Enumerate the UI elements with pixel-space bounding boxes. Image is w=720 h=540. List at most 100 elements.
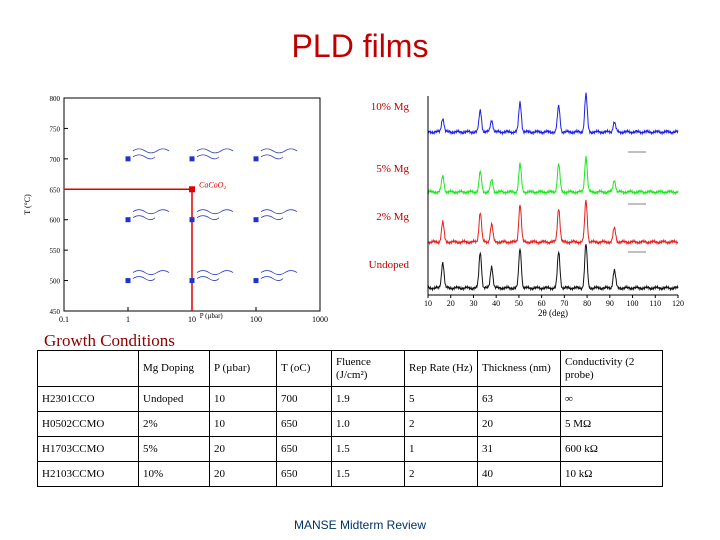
x-tick-label: 80	[583, 299, 591, 308]
header-cell: P (µbar)	[209, 350, 277, 387]
data-point	[253, 217, 259, 223]
y-tick-label: 500	[50, 278, 61, 286]
series-label: 5% Mg	[376, 163, 409, 175]
x-tick-label: 0.1	[59, 315, 69, 324]
x-axis-label: 2θ (deg)	[538, 308, 568, 318]
rep-rate-cell: 2	[404, 461, 478, 487]
pressure-cell: 10	[209, 386, 277, 412]
phase-scribble	[260, 209, 298, 221]
thickness-cell: 63	[477, 386, 561, 412]
temperature-cell: 650	[276, 436, 332, 462]
rep-rate-cell: 5	[404, 386, 478, 412]
table-row: H2103CCMO 10% 20 650 1.5 2 40 10 kΩ	[37, 461, 663, 487]
x-tick-label: 110	[649, 299, 661, 308]
sample-cell: H2103CCMO	[37, 461, 139, 487]
phase-annotation	[196, 270, 234, 281]
phase-scribble	[132, 209, 170, 221]
data-point	[189, 278, 195, 284]
fluence-cell: 1.0	[331, 411, 405, 437]
doping-cell: 5%	[138, 436, 210, 462]
table-header-row: Mg Doping P (µbar) T (oC) Fluence (J/cm²…	[37, 350, 663, 387]
phase-annotation	[260, 209, 298, 221]
series-label: 10% Mg	[371, 101, 410, 113]
x-tick-label: 120	[672, 299, 684, 308]
series-line	[427, 199, 679, 246]
growth-conditions-label: Growth Conditions	[44, 331, 175, 350]
data-point	[189, 217, 195, 223]
growth-conditions-table: Mg Doping P (µbar) T (oC) Fluence (J/cm²…	[37, 350, 663, 487]
y-tick-label: 650	[50, 186, 61, 194]
footer-text: MANSE Midterm Review	[293, 518, 427, 532]
phase-scribble	[132, 148, 170, 160]
phase-scribble	[196, 209, 234, 221]
x-tick-label: 60	[538, 299, 546, 308]
header-cell: Mg Doping	[138, 350, 210, 387]
phase-annotation	[196, 209, 234, 221]
slide-title: PLD films	[291, 28, 429, 64]
phase-annotation	[132, 209, 170, 221]
x-tick-label: 100	[250, 315, 262, 324]
series-label: Undoped	[369, 259, 410, 271]
sample-cell: H1703CCMO	[37, 436, 139, 462]
x-axis-label: P (µbar)	[200, 312, 224, 320]
data-point	[125, 156, 131, 162]
data-point	[189, 156, 195, 162]
temperature-cell: 650	[276, 411, 332, 437]
x-tick-label: 10	[188, 315, 196, 324]
fluence-cell: 1.5	[331, 461, 405, 487]
header-cell: T (oC)	[276, 350, 332, 387]
x-tick-label: 40	[492, 299, 500, 308]
y-axis-label: T (°C)	[23, 194, 32, 215]
pressure-cell: 20	[209, 461, 277, 487]
rep-rate-cell: 2	[404, 411, 478, 437]
x-tick-label: 1	[126, 315, 130, 324]
header-cell: Thickness (nm)	[477, 350, 561, 387]
y-tick-label: 750	[50, 125, 61, 133]
data-point	[125, 217, 131, 223]
doping-cell: 2%	[138, 411, 210, 437]
doping-cell: 10%	[138, 461, 210, 487]
conductivity-cell: 600 kΩ	[560, 436, 663, 462]
phase-annotation	[132, 270, 170, 281]
phase-annotation	[132, 148, 170, 160]
x-tick-label: 10	[424, 299, 432, 308]
phase-scribble	[196, 148, 234, 160]
header-cell	[37, 350, 139, 387]
sample-cell: H2301CCO	[37, 386, 139, 412]
data-point	[125, 278, 131, 284]
pressure-cell: 10	[209, 411, 277, 437]
thickness-cell: 40	[477, 461, 561, 487]
phase-scribble	[260, 270, 298, 281]
x-tick-label: 1000	[312, 315, 328, 324]
phase-scribble	[260, 148, 298, 160]
table-row: H2301CCO Undoped 10 700 1.9 5 63 ∞	[37, 386, 663, 412]
table-row: H0502CCMO 2% 10 650 1.0 2 20 5 MΩ	[37, 411, 663, 437]
x-tick-label: 90	[606, 299, 614, 308]
highlight-point	[189, 186, 195, 193]
x-tick-label: 50	[515, 299, 523, 308]
temperature-cell: 650	[276, 461, 332, 487]
phase-annotation	[196, 148, 234, 160]
pressure-cell: 20	[209, 436, 277, 462]
series-line	[427, 244, 679, 292]
x-tick-label: 70	[560, 299, 568, 308]
conductivity-cell: 5 MΩ	[560, 411, 663, 437]
y-tick-label: 450	[50, 308, 61, 316]
fluence-cell: 1.9	[331, 386, 405, 412]
series-line	[427, 155, 679, 196]
temperature-cell: 700	[276, 386, 332, 412]
series-line	[427, 92, 679, 136]
growth-phase-chart: 450 500 550 600 650 700 750 800 0.1 1 10 100 1000 P (…	[23, 95, 328, 324]
phase-scribble	[196, 270, 234, 281]
thickness-cell: 20	[477, 411, 561, 437]
y-tick-label: 700	[50, 156, 61, 164]
x-tick-label: 20	[447, 299, 455, 308]
highlight-point-label: CaCoO₂	[199, 180, 226, 189]
rep-rate-cell: 1	[404, 436, 478, 462]
data-point	[253, 278, 259, 284]
doping-cell: Undoped	[138, 386, 210, 412]
x-tick-label: 30	[469, 299, 477, 308]
y-tick-label: 600	[50, 217, 61, 225]
y-tick-label: 550	[50, 247, 61, 255]
fluence-cell: 1.5	[331, 436, 405, 462]
